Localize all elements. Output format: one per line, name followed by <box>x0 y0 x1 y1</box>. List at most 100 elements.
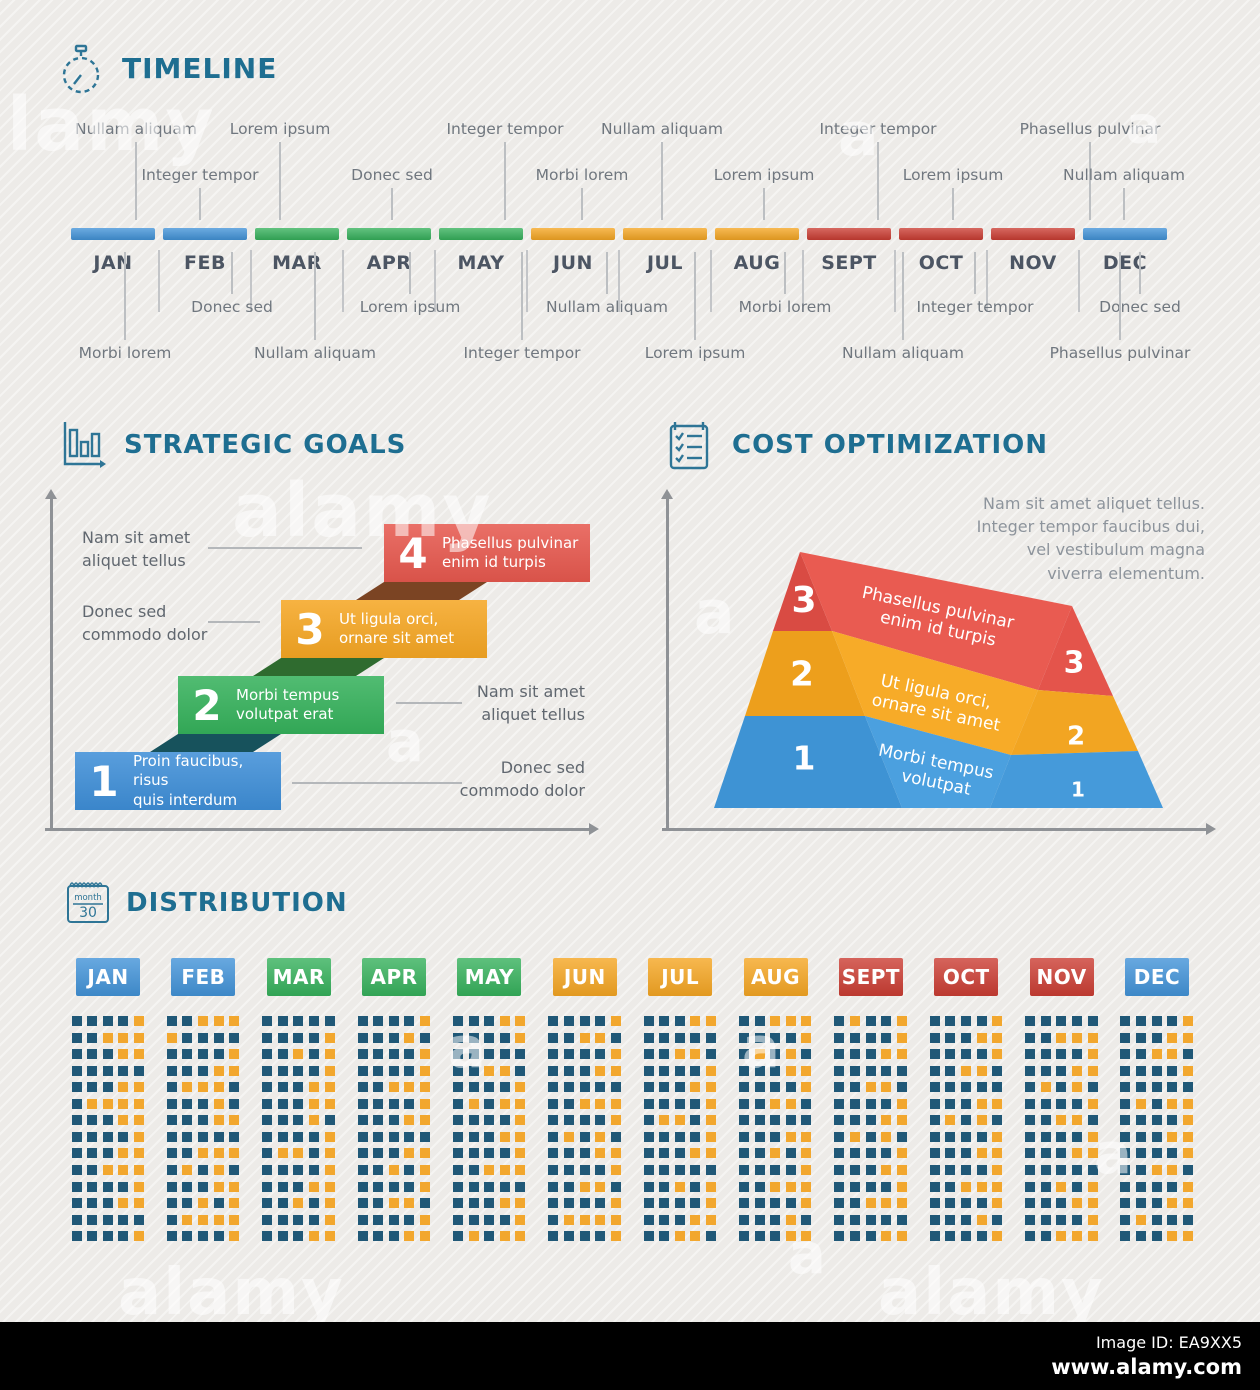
grid-square <box>896 1198 907 1209</box>
grid-square <box>881 1131 892 1142</box>
grid-square <box>1087 1032 1098 1043</box>
svg-text:30: 30 <box>79 905 97 921</box>
timeline-title: TIMELINE <box>122 52 278 85</box>
grid-square <box>1025 1148 1036 1159</box>
grid-square <box>754 1214 765 1225</box>
grid-square <box>452 1164 463 1175</box>
calendar-month-text: month <box>74 893 102 903</box>
grid-square <box>896 1214 907 1225</box>
grid-square <box>754 1082 765 1093</box>
grid-square <box>229 1049 240 1060</box>
grid-square <box>71 1082 82 1093</box>
grid-square <box>563 1098 574 1109</box>
grid-square <box>277 1231 288 1242</box>
grid-square <box>1182 1065 1193 1076</box>
grid-square <box>563 1231 574 1242</box>
grid-square <box>515 1148 526 1159</box>
grid-square <box>293 1148 304 1159</box>
grid-square <box>293 1115 304 1126</box>
grid-square <box>373 1115 384 1126</box>
grid-square <box>1182 1198 1193 1209</box>
grid-square <box>643 1098 654 1109</box>
grid-square <box>834 1115 845 1126</box>
grid-square <box>881 1049 892 1060</box>
grid-square <box>1151 1231 1162 1242</box>
grid-square <box>388 1032 399 1043</box>
grid-square <box>419 1032 430 1043</box>
grid-square <box>579 1181 590 1192</box>
grid-square <box>992 1231 1003 1242</box>
label-connector-line <box>314 252 316 340</box>
grid-square <box>198 1115 209 1126</box>
grid-square <box>785 1032 796 1043</box>
grid-square <box>770 1082 781 1093</box>
grid-square <box>643 1131 654 1142</box>
grid-square <box>1151 1148 1162 1159</box>
grid-square <box>785 1181 796 1192</box>
grid-square <box>785 1148 796 1159</box>
grid-square <box>881 1198 892 1209</box>
grid-square <box>229 1164 240 1175</box>
grid-square <box>1040 1098 1051 1109</box>
timeline-label-below: Phasellus pulvinar <box>1049 344 1191 362</box>
grid-square <box>452 1131 463 1142</box>
grid-square <box>785 1231 796 1242</box>
label-connector-line <box>784 252 786 294</box>
grid-square <box>945 1198 956 1209</box>
grid-square <box>1040 1032 1051 1043</box>
goal-left-label-1: Nam sit amet aliquet tellus <box>82 528 191 571</box>
grid-square <box>610 1049 621 1060</box>
timeline-label-below: Lorem ipsum <box>644 344 746 362</box>
grid-square <box>992 1098 1003 1109</box>
grid-square <box>674 1231 685 1242</box>
grid-square <box>309 1016 320 1026</box>
grid-square <box>706 1016 717 1026</box>
timeline-label-above: Phasellus pulvinar <box>1019 120 1161 138</box>
grid-square <box>595 1181 606 1192</box>
grid-square <box>770 1148 781 1159</box>
grid-square <box>976 1098 987 1109</box>
grid-square <box>801 1181 812 1192</box>
grid-square <box>468 1098 479 1109</box>
grid-square <box>929 1065 940 1076</box>
pyramid-right-number-3: 3 <box>1064 646 1085 681</box>
grid-square <box>929 1098 940 1109</box>
grid-square <box>1136 1049 1147 1060</box>
grid-square <box>1136 1231 1147 1242</box>
grid-square <box>262 1098 273 1109</box>
grid-square <box>468 1214 479 1225</box>
grid-square <box>739 1065 750 1076</box>
grid-square <box>563 1198 574 1209</box>
grid-square <box>754 1181 765 1192</box>
grid-square <box>706 1032 717 1043</box>
grid-square <box>739 1198 750 1209</box>
grid-square <box>706 1164 717 1175</box>
grid-square <box>1136 1131 1147 1142</box>
grid-square <box>309 1049 320 1060</box>
grid-square <box>293 1032 304 1043</box>
grid-square <box>929 1049 940 1060</box>
grid-square <box>1071 1032 1082 1043</box>
grid-square <box>992 1032 1003 1043</box>
grid-square <box>563 1082 574 1093</box>
grid-square <box>548 1016 559 1026</box>
grid-square <box>960 1131 971 1142</box>
grid-square <box>706 1131 717 1142</box>
grid-square <box>849 1032 860 1043</box>
image-id: Image ID: EA9XX5 <box>1095 1333 1242 1352</box>
label-connector-line <box>902 252 904 340</box>
grid-square <box>801 1098 812 1109</box>
grid-square <box>262 1231 273 1242</box>
grid-square <box>357 1198 368 1209</box>
grid-square <box>229 1115 240 1126</box>
grid-square <box>595 1049 606 1060</box>
grid-square <box>515 1065 526 1076</box>
grid-square <box>213 1065 224 1076</box>
distribution-month-aug: AUG <box>743 958 808 996</box>
grid-square <box>388 1049 399 1060</box>
grid-square <box>1136 1214 1147 1225</box>
grid-square <box>357 1164 368 1175</box>
grid-square <box>1025 1115 1036 1126</box>
label-connector-line <box>199 188 201 220</box>
grid-square <box>945 1231 956 1242</box>
